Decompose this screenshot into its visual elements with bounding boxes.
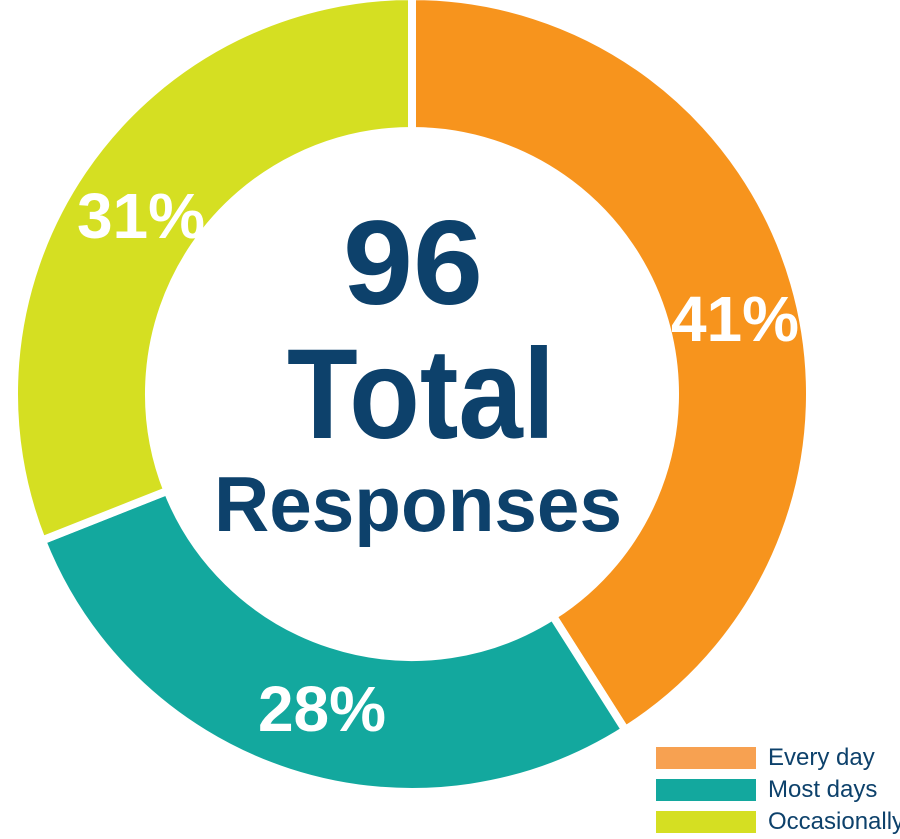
slice-value-label-most-days: 28% bbox=[258, 673, 386, 745]
legend-swatch-occasionally bbox=[656, 811, 756, 833]
center-text-group: 96 Total Responses bbox=[214, 196, 622, 548]
slice-occasionally bbox=[10, 0, 416, 546]
legend-label-every-day: Every day bbox=[768, 744, 875, 771]
legend-swatch-every-day bbox=[656, 747, 756, 769]
legend-label-most-days: Most days bbox=[768, 776, 878, 803]
legend-swatch-most-days bbox=[656, 779, 756, 801]
legend-item-occasionally: Occasionally bbox=[656, 806, 900, 838]
donut-slices bbox=[10, 0, 814, 796]
center-total-number: 96 bbox=[343, 196, 483, 330]
legend-item-every-day: Every day bbox=[656, 742, 896, 774]
slice-every-day bbox=[408, 0, 814, 736]
legend-item-most-days: Most days bbox=[656, 774, 896, 806]
slice-labels: 41% 28% 31% bbox=[77, 180, 799, 745]
slice-value-label-every-day: 41% bbox=[671, 283, 799, 355]
center-responses-label: Responses bbox=[214, 460, 622, 548]
legend: Every day Most days Occasionally bbox=[656, 742, 900, 838]
slice-value-label-occasionally: 31% bbox=[77, 180, 205, 252]
legend-label-occasionally: Occasionally bbox=[768, 808, 900, 835]
slice-most-days bbox=[36, 485, 631, 796]
center-total-label: Total bbox=[287, 323, 555, 466]
